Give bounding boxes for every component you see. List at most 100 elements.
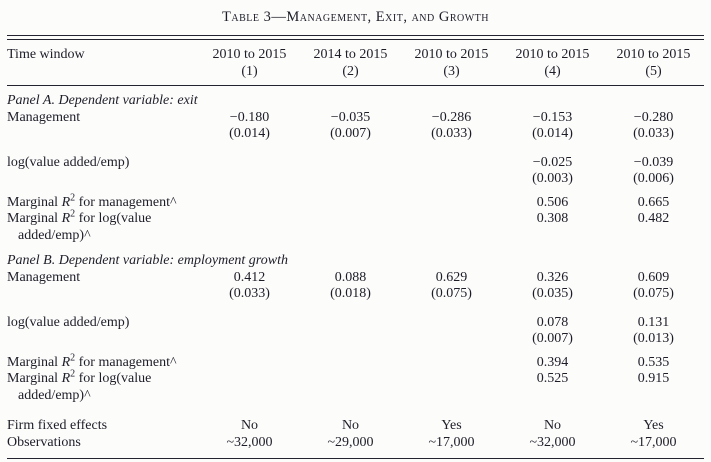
stat-cell: 0.394 <box>536 354 569 370</box>
stat-cell <box>300 211 401 246</box>
se-cell <box>199 171 300 195</box>
se-cell: (0.018) <box>330 286 371 301</box>
se-cell: (0.003) <box>532 171 573 186</box>
obs-cell: ~17,000 <box>428 434 475 450</box>
panel-a-heading-row: Panel A. Dependent variable: exit <box>7 86 704 110</box>
col-window: 2010 to 2015 <box>616 47 691 62</box>
stat-cell: 0.482 <box>637 211 670 226</box>
row-label-line2: added/emp)^ <box>18 387 91 403</box>
stat-cell <box>199 211 300 246</box>
coef-cell <box>401 155 502 172</box>
coef-cell: −0.180 <box>229 109 270 125</box>
stat-cell <box>300 371 401 404</box>
coef-cell: 0.078 <box>536 314 569 330</box>
panel-a-logva-values-row: log(value added/emp) −0.025 −0.039 <box>7 155 704 172</box>
coef-cell: −0.153 <box>532 109 573 125</box>
panel-a-management-se-row: (0.014) (0.007) (0.033) (0.014) (0.033) <box>7 126 704 155</box>
col-number: (3) <box>443 63 460 79</box>
header-row-label: Time window <box>7 47 85 62</box>
row-label: Marginal R2 for management^ <box>7 351 177 370</box>
se-cell <box>300 171 401 195</box>
obs-cell: ~32,000 <box>529 434 576 450</box>
coef-cell <box>199 155 300 172</box>
row-label-empty <box>7 286 199 315</box>
top-double-rule <box>7 35 704 40</box>
stat-cell <box>401 211 502 246</box>
row-label-empty <box>7 331 199 355</box>
stat-cell: 0.308 <box>536 211 569 226</box>
col-number: (4) <box>544 63 561 79</box>
col-window: 2010 to 2015 <box>414 47 489 62</box>
se-cell: (0.033) <box>431 126 472 141</box>
panel-a-marginal-mgmt-row: Marginal R2 for management^ 0.506 0.665 <box>7 192 704 212</box>
stat-cell <box>300 355 401 372</box>
row-label: Marginal R2 for log(value added/emp)^ <box>7 209 199 246</box>
row-label: Observations <box>7 434 81 450</box>
row-label: Marginal R2 for log(value added/emp)^ <box>7 368 199 404</box>
se-cell: (0.033) <box>229 286 270 301</box>
panel-a-marginal-log-row: Marginal R2 for log(value added/emp)^ 0.… <box>7 209 704 246</box>
se-cell: (0.014) <box>229 126 270 141</box>
se-cell: (0.075) <box>431 286 472 301</box>
regression-table: Time window 2010 to 2015 (1) 2014 to 201… <box>7 40 704 451</box>
se-cell <box>401 171 502 195</box>
coef-cell: 0.131 <box>637 314 670 330</box>
header-col-1: 2010 to 2015 (1) <box>199 40 300 86</box>
se-cell <box>401 331 502 355</box>
header-col-3: 2010 to 2015 (3) <box>401 40 502 86</box>
header-col-5: 2010 to 2015 (5) <box>603 40 704 86</box>
panel-b-logva-se-row: (0.007) (0.013) <box>7 331 704 355</box>
row-label-line2: added/emp)^ <box>18 227 91 243</box>
stat-cell <box>199 195 300 212</box>
row-label: Management <box>7 109 81 125</box>
table-title: Table 3—Management, Exit, and Growth <box>222 9 489 25</box>
col-window: 2014 to 2015 <box>313 47 388 62</box>
coef-cell <box>300 315 401 332</box>
se-cell <box>300 331 401 355</box>
row-label-empty <box>7 171 199 195</box>
coef-cell: −0.025 <box>532 154 573 170</box>
header-col-4: 2010 to 2015 (4) <box>502 40 603 86</box>
obs-cell: ~32,000 <box>226 434 273 450</box>
stat-cell: 0.525 <box>536 371 569 386</box>
obs-cell: ~29,000 <box>327 434 374 450</box>
stat-cell: 0.915 <box>637 371 670 386</box>
coef-cell: −0.280 <box>633 109 674 125</box>
fe-cell: Yes <box>643 418 664 433</box>
se-cell: (0.007) <box>532 331 573 346</box>
observations-row: Observations ~32,000 ~29,000 ~17,000 ~32… <box>7 435 704 452</box>
panel-b-marginal-log-row: Marginal R2 for log(value added/emp)^ 0.… <box>7 368 704 404</box>
fe-cell: No <box>341 418 360 433</box>
panel-b-management-se-row: (0.033) (0.018) (0.075) (0.035) (0.075) <box>7 286 704 315</box>
r-squared-symbol: R <box>61 211 71 226</box>
coef-cell <box>300 155 401 172</box>
r-squared-symbol: R <box>61 354 71 370</box>
row-label: Firm fixed effects <box>7 418 108 433</box>
se-cell: (0.033) <box>633 126 674 141</box>
fe-cell: No <box>543 418 562 433</box>
table-header: Time window 2010 to 2015 (1) 2014 to 201… <box>7 40 704 86</box>
r-squared-symbol: R <box>61 371 71 386</box>
se-cell <box>199 331 300 355</box>
stat-cell: 0.665 <box>637 194 670 210</box>
panel-a-heading: Panel A. Dependent variable: exit <box>7 93 198 108</box>
stat-cell <box>401 355 502 372</box>
panel-b-heading-row: Panel B. Dependent variable: employment … <box>7 246 704 270</box>
panel-b-logva-values-row: log(value added/emp) 0.078 0.131 <box>7 315 704 332</box>
coef-cell: 0.326 <box>536 269 569 285</box>
row-label: log(value added/emp) <box>7 154 130 170</box>
fe-cell: Yes <box>441 418 462 433</box>
stat-cell <box>199 355 300 372</box>
coef-cell: 0.609 <box>637 269 670 285</box>
bottom-rule <box>7 458 704 459</box>
panel-b-marginal-mgmt-row: Marginal R2 for management^ 0.394 0.535 <box>7 351 704 372</box>
coef-cell <box>199 315 300 332</box>
col-number: (1) <box>241 63 258 79</box>
panel-b-management-values-row: Management 0.412 0.088 0.629 0.326 0.609 <box>7 270 704 287</box>
coef-cell: −0.035 <box>330 109 371 125</box>
row-label-line1: Marginal R2 for log(value <box>7 368 152 386</box>
r-squared-symbol: R <box>61 194 71 210</box>
fixed-effects-row: Firm fixed effects No No Yes No Yes <box>7 404 704 435</box>
col-window: 2010 to 2015 <box>212 47 287 62</box>
